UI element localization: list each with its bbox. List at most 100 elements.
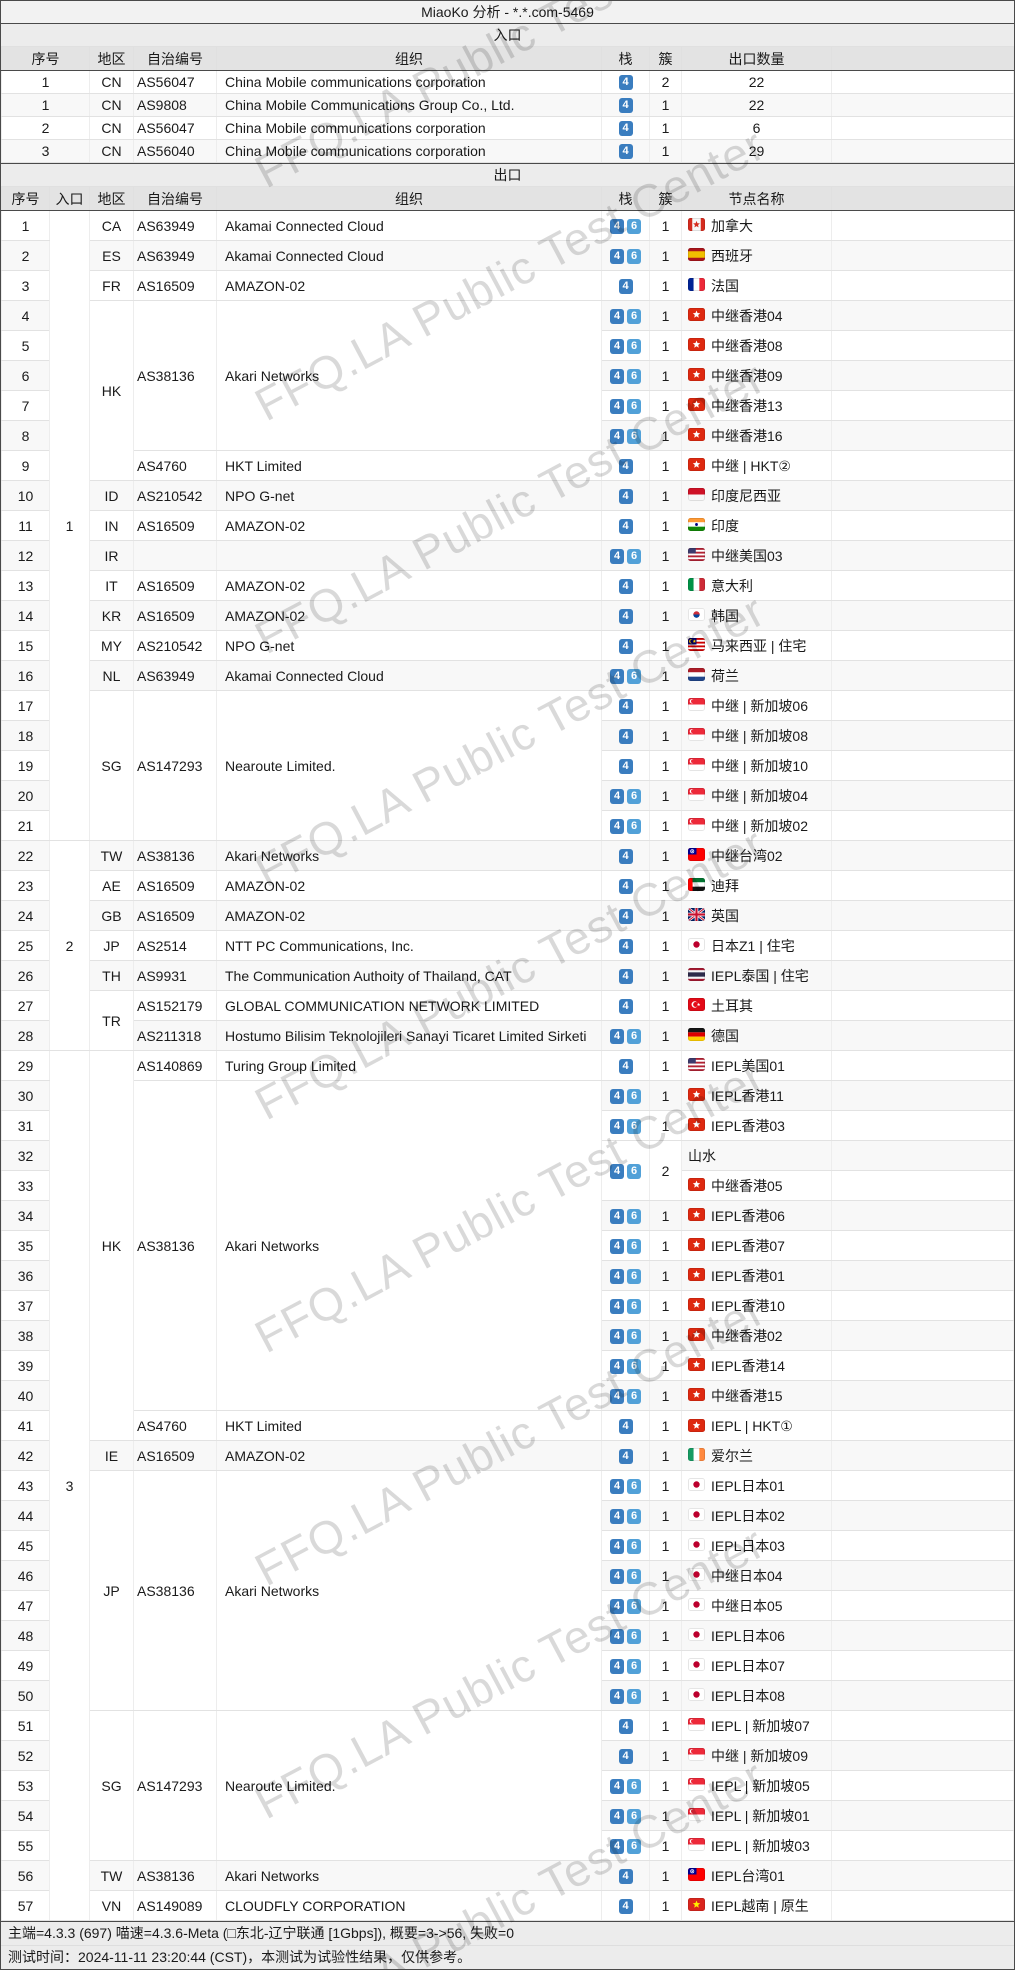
filler-cell [831, 540, 1014, 571]
cluster-cell: 1 [649, 420, 682, 451]
region-cell: ES [89, 240, 134, 271]
node-cell: IEPL香港03 [681, 1110, 832, 1141]
node-cell: 山水 [681, 1140, 832, 1171]
seq-cell: 17 [1, 690, 50, 721]
ipv6-badge: 6 [627, 1628, 641, 1644]
asn-cell: AS140869 [133, 1050, 217, 1081]
node-name-label: IEPL香港01 [711, 1267, 785, 1284]
node-name-label: 马来西亚 | 住宅 [711, 637, 807, 654]
exit-count-header: 出口数量 [681, 46, 832, 71]
org-cell: AMAZON-02 [216, 870, 602, 901]
seq-cell: 21 [1, 810, 50, 841]
node-name-label: 中继香港04 [711, 307, 783, 324]
exit-row: 10 ID AS210542 NPO G-net 4 1 印度尼西亚 [1, 480, 1014, 511]
ipv6-badge: 6 [627, 368, 641, 384]
cluster-cell: 1 [649, 750, 682, 781]
asn-cell: AS211318 [133, 1020, 217, 1051]
ipv4-badge: 4 [610, 248, 624, 264]
cluster-cell: 1 [649, 1680, 682, 1711]
ipv4-badge: 4 [618, 968, 633, 984]
exit-row: 18 4 1 中继 | 新加坡08 [1, 720, 1014, 751]
node-name-label: 中继美国03 [711, 547, 783, 564]
node-name-label: 意大利 [711, 577, 753, 594]
exit-row: 38 4 6 1 中继香港02 [1, 1320, 1014, 1351]
node-cell: 中继 | 新加坡06 [681, 690, 832, 721]
filler-cell [831, 1470, 1014, 1501]
exit-row: 19 4 1 中继 | 新加坡10 [1, 750, 1014, 781]
node-name-label: IEPL | 新加坡03 [711, 1837, 810, 1854]
filler-cell [831, 690, 1014, 721]
exit-count-cell: 6 [681, 116, 832, 140]
node-cell: IEPL日本07 [681, 1650, 832, 1681]
tw-flag-icon [688, 1868, 705, 1882]
node-cell: IEPL香港07 [681, 1230, 832, 1261]
org-cell: HKT Limited [216, 450, 602, 481]
node-name-label: 中继香港09 [711, 367, 783, 384]
nl-flag-icon [688, 668, 705, 682]
node-cell: 日本Z1 | 住宅 [681, 930, 832, 961]
seq-cell: 49 [1, 1650, 50, 1681]
hk-flag-icon [688, 308, 705, 322]
stack-cell: 4 [601, 480, 650, 511]
seq-cell: 34 [1, 1200, 50, 1231]
node-name-label: IEPL | 新加坡05 [711, 1777, 810, 1794]
entrance-cell: 2 [49, 840, 90, 1051]
node-name-label: 日本Z1 | 住宅 [711, 937, 795, 954]
ipv4-badge: 4 [610, 1358, 624, 1374]
seq-cell: 40 [1, 1380, 50, 1411]
exit-row: 49 4 6 1 IEPL日本07 [1, 1650, 1014, 1681]
seq-cell: 2 [1, 116, 90, 140]
seq-cell: 1 [1, 210, 50, 241]
seq-cell: 26 [1, 960, 50, 991]
ipv4-badge: 4 [610, 1478, 624, 1494]
seq-cell: 51 [1, 1710, 50, 1741]
asn-cell: AS63949 [133, 240, 217, 271]
sg-flag-icon [688, 758, 705, 772]
jp-flag-icon [688, 1598, 705, 1612]
exit-row: 8 4 6 1 中继香港16 [1, 420, 1014, 451]
node-name-label: IEPL | 新加坡01 [711, 1807, 810, 1824]
ipv6-badge: 6 [627, 1208, 641, 1224]
ipv4-badge: 4 [618, 75, 633, 91]
filler-cell [831, 1320, 1014, 1351]
seq-cell: 7 [1, 390, 50, 421]
org-cell: Nearoute Limited. [216, 1710, 602, 1861]
ipv4-badge: 4 [610, 218, 624, 234]
hk-flag-icon [688, 1268, 705, 1282]
filler-cell [831, 660, 1014, 691]
node-cell: 土耳其 [681, 990, 832, 1021]
ipv4-badge: 4 [610, 428, 624, 444]
org-cell: Turing Group Limited [216, 1050, 602, 1081]
seq-cell: 1 [1, 70, 90, 94]
seq-cell: 13 [1, 570, 50, 601]
ipv4-badge: 4 [618, 1748, 633, 1764]
node-cell: IEPL台湾01 [681, 1860, 832, 1891]
ae-flag-icon [688, 878, 705, 892]
seq-cell: 23 [1, 870, 50, 901]
footer-test-time-line: 测试时间：2024-11-11 23:20:44 (CST)，本测试为试验性结果… [1, 1945, 1014, 1969]
entrance-section-title: 入口 [1, 24, 1014, 46]
node-name-label: 中继 | 新加坡02 [711, 817, 808, 834]
node-cell: IEPL | 新加坡03 [681, 1830, 832, 1861]
seq-cell: 32 [1, 1140, 50, 1171]
ipv4-badge: 4 [618, 638, 633, 654]
stack-cell: 4 [601, 1740, 650, 1771]
ipv6-badge: 6 [627, 1658, 641, 1674]
node-name-label: IEPL香港10 [711, 1297, 785, 1314]
asn-cell: AS16509 [133, 900, 217, 931]
ipv4-badge: 4 [618, 998, 633, 1014]
node-cell: IEPL香港01 [681, 1260, 832, 1291]
filler-cell [831, 870, 1014, 901]
seq-cell: 52 [1, 1740, 50, 1771]
node-name-label: 中继香港15 [711, 1387, 783, 1404]
org-cell: Akari Networks [216, 1080, 602, 1411]
seq-cell: 25 [1, 930, 50, 961]
seq-cell: 2 [1, 240, 50, 271]
seq-cell: 27 [1, 990, 50, 1021]
cluster-cell: 1 [649, 93, 682, 117]
